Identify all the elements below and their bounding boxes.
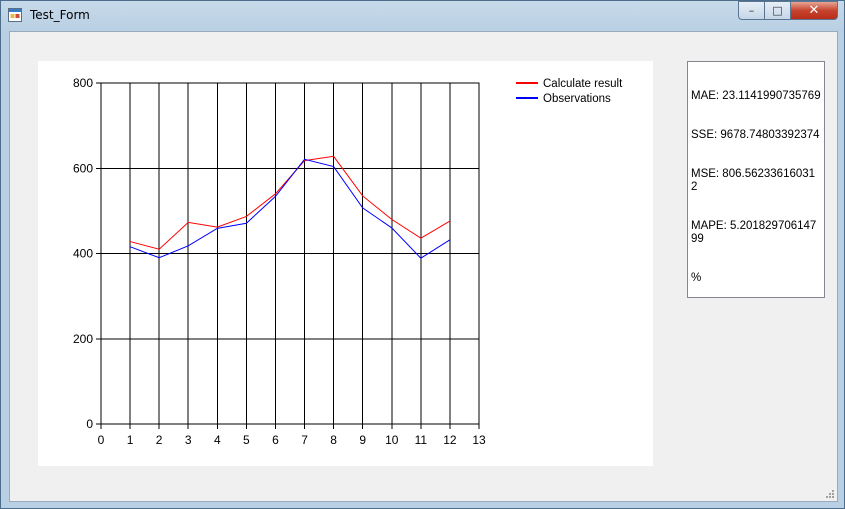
app-icon xyxy=(8,8,22,22)
minimize-icon: – xyxy=(748,4,755,17)
maximize-button[interactable]: □ xyxy=(765,1,791,20)
series-line-observations xyxy=(129,158,451,259)
legend-label: Observations xyxy=(543,93,611,105)
metrics-line-mape-unit: % xyxy=(691,272,702,284)
metrics-line-mae: MAE: 23.1141990735769 xyxy=(691,90,821,102)
metrics-textbox[interactable]: MAE: 23.1141990735769 SSE: 9678.74803392… xyxy=(687,61,825,298)
maximize-icon: □ xyxy=(772,4,783,17)
legend-label: Calculate result xyxy=(543,78,623,90)
metrics-line-sse: SSE: 9678.74803392374 xyxy=(691,129,820,141)
metrics-line-mape: MAPE: 5.20182970614799 xyxy=(691,220,817,245)
minimize-button[interactable]: – xyxy=(738,1,765,20)
x-tick-label: 7 xyxy=(301,433,308,447)
y-tick-label: 0 xyxy=(86,417,93,431)
x-tick-label: 2 xyxy=(156,433,163,447)
title-bar[interactable]: Test_Form – □ ✕ xyxy=(1,1,844,31)
x-tick-label: 10 xyxy=(385,433,399,447)
y-tick-label: 600 xyxy=(73,161,93,175)
metrics-line-mse: MSE: 806.562336160312 xyxy=(691,168,816,193)
close-button[interactable]: ✕ xyxy=(791,1,838,20)
caption-buttons: – □ ✕ xyxy=(738,1,838,20)
resize-grip-icon[interactable] xyxy=(825,489,835,499)
x-tick-label: 12 xyxy=(443,433,457,447)
y-tick-label: 200 xyxy=(73,332,93,346)
form-client-area: 0 1 2 3 4 5 6 7 8 9 10 11 12 13 0 200 400 600 800 Calculate… xyxy=(9,31,838,502)
close-icon: ✕ xyxy=(808,3,820,18)
window-title: Test_Form xyxy=(30,8,90,22)
x-tick-label: 1 xyxy=(127,433,134,447)
x-tick-label: 3 xyxy=(185,433,192,447)
x-tick-label: 9 xyxy=(359,433,366,447)
y-tick-label: 800 xyxy=(73,76,93,90)
x-tick-label: 8 xyxy=(330,433,337,447)
series-line-calculate-result xyxy=(129,155,451,250)
x-tick-label: 0 xyxy=(98,433,105,447)
x-tick-label: 4 xyxy=(214,433,221,447)
x-tick-label: 13 xyxy=(472,433,486,447)
y-tick-label: 400 xyxy=(73,247,93,261)
x-tick-label: 5 xyxy=(243,433,250,447)
x-tick-label: 11 xyxy=(415,433,428,447)
plot-area-border xyxy=(100,82,480,425)
x-tick-label: 6 xyxy=(272,433,279,447)
chart-panel: 0 1 2 3 4 5 6 7 8 9 10 11 12 13 0 200 400 600 800 Calculate… xyxy=(38,61,653,466)
